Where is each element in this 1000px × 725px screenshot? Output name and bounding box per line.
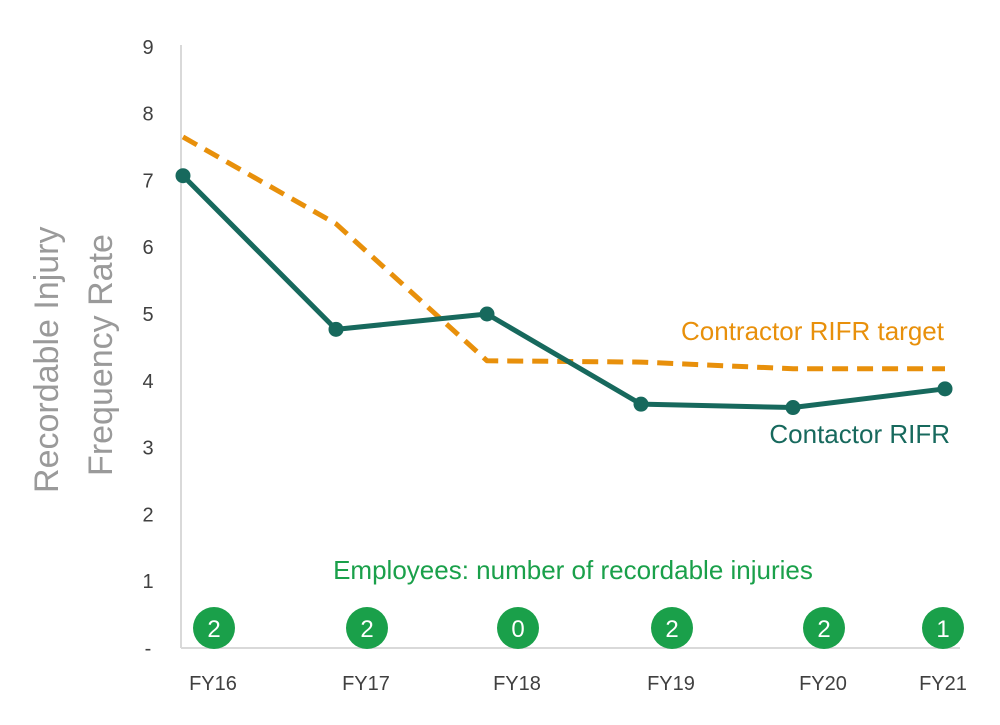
x-tick-label: FY16 xyxy=(189,673,237,695)
employee-badge: 2 xyxy=(651,607,693,649)
y-tick-label: 5 xyxy=(142,304,153,326)
x-tick-label: FY19 xyxy=(647,673,695,695)
actual-series-point xyxy=(479,306,495,322)
actual-series-point xyxy=(937,381,953,397)
employee-badge: 0 xyxy=(497,607,539,649)
employee-badge: 2 xyxy=(193,607,235,649)
employee-badge-circle xyxy=(193,607,235,649)
x-tick-label: FY21 xyxy=(919,673,967,695)
y-tick-label: 6 xyxy=(142,237,153,259)
y-axis-title-line-1: Recordable Injury xyxy=(28,226,66,492)
employee-badge-count: 2 xyxy=(817,616,830,643)
employee-badge-circle xyxy=(803,607,845,649)
employee-injury-badges: 2 2 0 2 2 1 xyxy=(193,607,964,649)
y-tick-label: 3 xyxy=(142,438,153,460)
series xyxy=(175,134,953,416)
y-tick-label: 1 xyxy=(142,571,153,593)
x-tick-label: FY17 xyxy=(342,673,390,695)
employee-badge-circle xyxy=(346,607,388,649)
actual-series-point xyxy=(328,321,344,337)
actual-series-point xyxy=(633,396,649,412)
employee-badge: 2 xyxy=(803,607,845,649)
y-axis-title: Recordable Injury Frequency Rate xyxy=(28,217,120,493)
employee-badge-count: 2 xyxy=(207,616,220,643)
x-tick-label: FY18 xyxy=(493,673,541,695)
employee-badge: 2 xyxy=(346,607,388,649)
actual-series-label: Contactor RIFR xyxy=(769,419,950,449)
actual-series-line xyxy=(181,173,946,411)
y-tick-label: 9 xyxy=(142,37,153,59)
employee-badge-count: 1 xyxy=(936,616,949,643)
employee-badge-count: 2 xyxy=(665,616,678,643)
y-tick-label: 2 xyxy=(142,504,153,526)
employee-badge-count: 2 xyxy=(360,616,373,643)
employee-badge-circle xyxy=(497,607,539,649)
y-tick-label: 7 xyxy=(142,170,153,192)
actual-series-point xyxy=(785,400,801,416)
actual-series-point xyxy=(175,168,191,184)
target-series-label: Contractor RIFR target xyxy=(681,316,945,346)
y-tick-labels: - 1 2 3 4 5 6 7 8 9 xyxy=(142,37,153,660)
employee-badge-circle xyxy=(922,607,964,649)
x-tick-labels: FY16 FY17 FY18 FY19 FY20 FY21 xyxy=(189,673,967,695)
employee-badge-circle xyxy=(651,607,693,649)
y-tick-label: 4 xyxy=(142,371,153,393)
y-axis-title-line-2: Frequency Rate xyxy=(82,234,120,476)
x-tick-label: FY20 xyxy=(799,673,847,695)
employees-label: Employees: number of recordable injuries xyxy=(333,555,813,585)
employee-badge-count: 0 xyxy=(511,616,524,643)
y-tick-label: - xyxy=(145,638,152,660)
y-tick-label: 8 xyxy=(142,104,153,126)
employee-badge: 1 xyxy=(922,607,964,649)
